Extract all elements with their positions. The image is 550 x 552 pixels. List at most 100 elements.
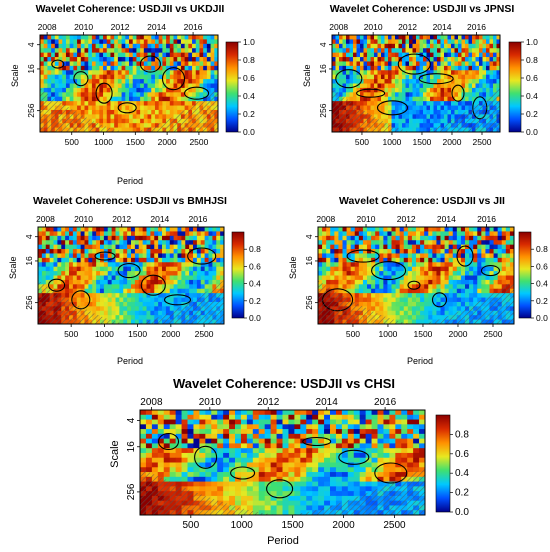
x-tick-label: 2500 [473, 137, 492, 147]
x-tick-label: 500 [182, 520, 199, 531]
panel-title: Wavelet Coherence: USDJII vs JII [339, 195, 505, 207]
colorbar [519, 232, 531, 318]
panel-title: Wavelet Coherence: USDJII vs UKDJII [36, 3, 225, 15]
top-year-label: 2016 [374, 397, 397, 408]
colorbar-tick-label: 0.0 [243, 127, 255, 137]
top-year-label: 2016 [184, 22, 203, 32]
top-year-label: 2014 [316, 397, 339, 408]
panel-title: Wavelet Coherence: USDJII vs CHSI [173, 376, 395, 391]
y-tick-label: 16 [24, 256, 34, 266]
top-year-label: 2010 [74, 22, 93, 32]
top-year-label: 2008 [329, 22, 348, 32]
top-year-label: 2010 [199, 397, 222, 408]
top-year-label: 2008 [140, 397, 163, 408]
colorbar-tick-label: 0.2 [536, 296, 548, 306]
x-axis-label: Period [117, 356, 143, 366]
top-year-label: 2014 [147, 22, 166, 32]
top-year-label: 2012 [398, 22, 417, 32]
top-year-label: 2012 [111, 22, 130, 32]
colorbar [509, 42, 521, 132]
coherence-panel-1: Wavelet Coherence: USDJII vs UKDJII 500 10… [10, 3, 255, 186]
x-tick-label: 1500 [126, 137, 145, 147]
y-axis-label: Scale [302, 64, 312, 87]
colorbar-tick-label: 0.8 [455, 429, 469, 440]
colorbar-tick-label: 0.4 [526, 91, 538, 101]
y-tick-label: 4 [318, 42, 328, 47]
y-axis-label: Scale [10, 64, 20, 87]
top-year-label: 2012 [112, 214, 131, 224]
y-tick-label: 4 [26, 42, 36, 47]
y-tick-label: 256 [24, 295, 34, 309]
colorbar-tick-label: 1.0 [526, 37, 538, 47]
y-axis-label: Scale [288, 256, 298, 279]
top-year-label: 2012 [257, 397, 280, 408]
x-tick-label: 1000 [94, 137, 113, 147]
colorbar-tick-label: 0.4 [249, 279, 261, 289]
colorbar-tick-label: 0.4 [536, 279, 548, 289]
colorbar-tick-label: 0.6 [243, 73, 255, 83]
colorbar-tick-label: 0.2 [243, 109, 255, 119]
coherence-panel-4: Wavelet Coherence: USDJII vs JII 500 1000 1… [288, 195, 548, 366]
colorbar-tick-label: 0.2 [455, 488, 469, 499]
panel-title: Wavelet Coherence: USDJII vs JPNSI [330, 3, 515, 15]
x-tick-label: 500 [64, 329, 78, 339]
x-tick-label: 2000 [158, 137, 177, 147]
coherence-panel-3: Wavelet Coherence: USDJII vs BMHJSI 500 10… [8, 195, 261, 366]
colorbar [436, 415, 450, 512]
y-axis-label: Scale [109, 440, 121, 468]
top-year-label: 2008 [38, 22, 57, 32]
top-year-label: 2010 [74, 214, 93, 224]
x-tick-label: 1000 [95, 329, 114, 339]
y-axis-label: Scale [8, 256, 18, 279]
coherence-panel-2: Wavelet Coherence: USDJII vs JPNSI 500 100… [302, 3, 538, 147]
colorbar-tick-label: 0.4 [455, 468, 469, 479]
colorbar-tick-label: 0.0 [536, 313, 548, 323]
top-year-label: 2016 [188, 214, 207, 224]
y-tick-label: 256 [126, 483, 137, 500]
panel-title: Wavelet Coherence: USDJII vs BMHJSI [33, 195, 227, 207]
x-tick-label: 2000 [332, 520, 355, 531]
coherence-panel-5: Wavelet Coherence: USDJII vs CHSI 500 1000… [109, 376, 469, 547]
x-tick-label: 1000 [378, 329, 397, 339]
colorbar-tick-label: 0.0 [249, 313, 261, 323]
x-axis-label: Period [407, 356, 433, 366]
top-year-label: 2016 [467, 22, 486, 32]
x-tick-label: 2500 [189, 137, 208, 147]
x-axis-label: Period [117, 176, 143, 186]
x-tick-label: 2000 [443, 137, 462, 147]
colorbar-tick-label: 0.6 [455, 449, 469, 460]
colorbar-tick-label: 0.0 [526, 127, 538, 137]
colorbar-tick-label: 0.6 [249, 261, 261, 271]
top-year-label: 2016 [477, 214, 496, 224]
x-tick-label: 1500 [414, 329, 433, 339]
colorbar-tick-label: 0.2 [526, 109, 538, 119]
x-tick-label: 1500 [282, 520, 305, 531]
y-tick-label: 256 [26, 103, 36, 117]
y-tick-label: 4 [24, 234, 34, 239]
colorbar-tick-label: 0.2 [249, 296, 261, 306]
x-tick-label: 2500 [195, 329, 214, 339]
x-tick-label: 2000 [449, 329, 468, 339]
top-year-label: 2012 [397, 214, 416, 224]
top-year-label: 2010 [357, 214, 376, 224]
y-tick-label: 256 [318, 103, 328, 117]
y-tick-label: 4 [304, 234, 314, 239]
x-tick-label: 2500 [383, 520, 406, 531]
x-tick-label: 1500 [413, 137, 432, 147]
colorbar [232, 232, 244, 318]
colorbar-tick-label: 0.6 [526, 73, 538, 83]
top-year-label: 2014 [433, 22, 452, 32]
x-axis-label: Period [267, 535, 299, 547]
y-tick-label: 16 [304, 256, 314, 266]
x-tick-label: 500 [355, 137, 369, 147]
x-tick-label: 500 [346, 329, 360, 339]
x-tick-label: 1000 [383, 137, 402, 147]
top-year-label: 2008 [316, 214, 335, 224]
top-year-label: 2010 [364, 22, 383, 32]
y-tick-label: 256 [304, 295, 314, 309]
x-tick-label: 2000 [161, 329, 180, 339]
x-tick-label: 500 [65, 137, 79, 147]
colorbar-tick-label: 0.4 [243, 91, 255, 101]
x-tick-label: 1000 [231, 520, 254, 531]
